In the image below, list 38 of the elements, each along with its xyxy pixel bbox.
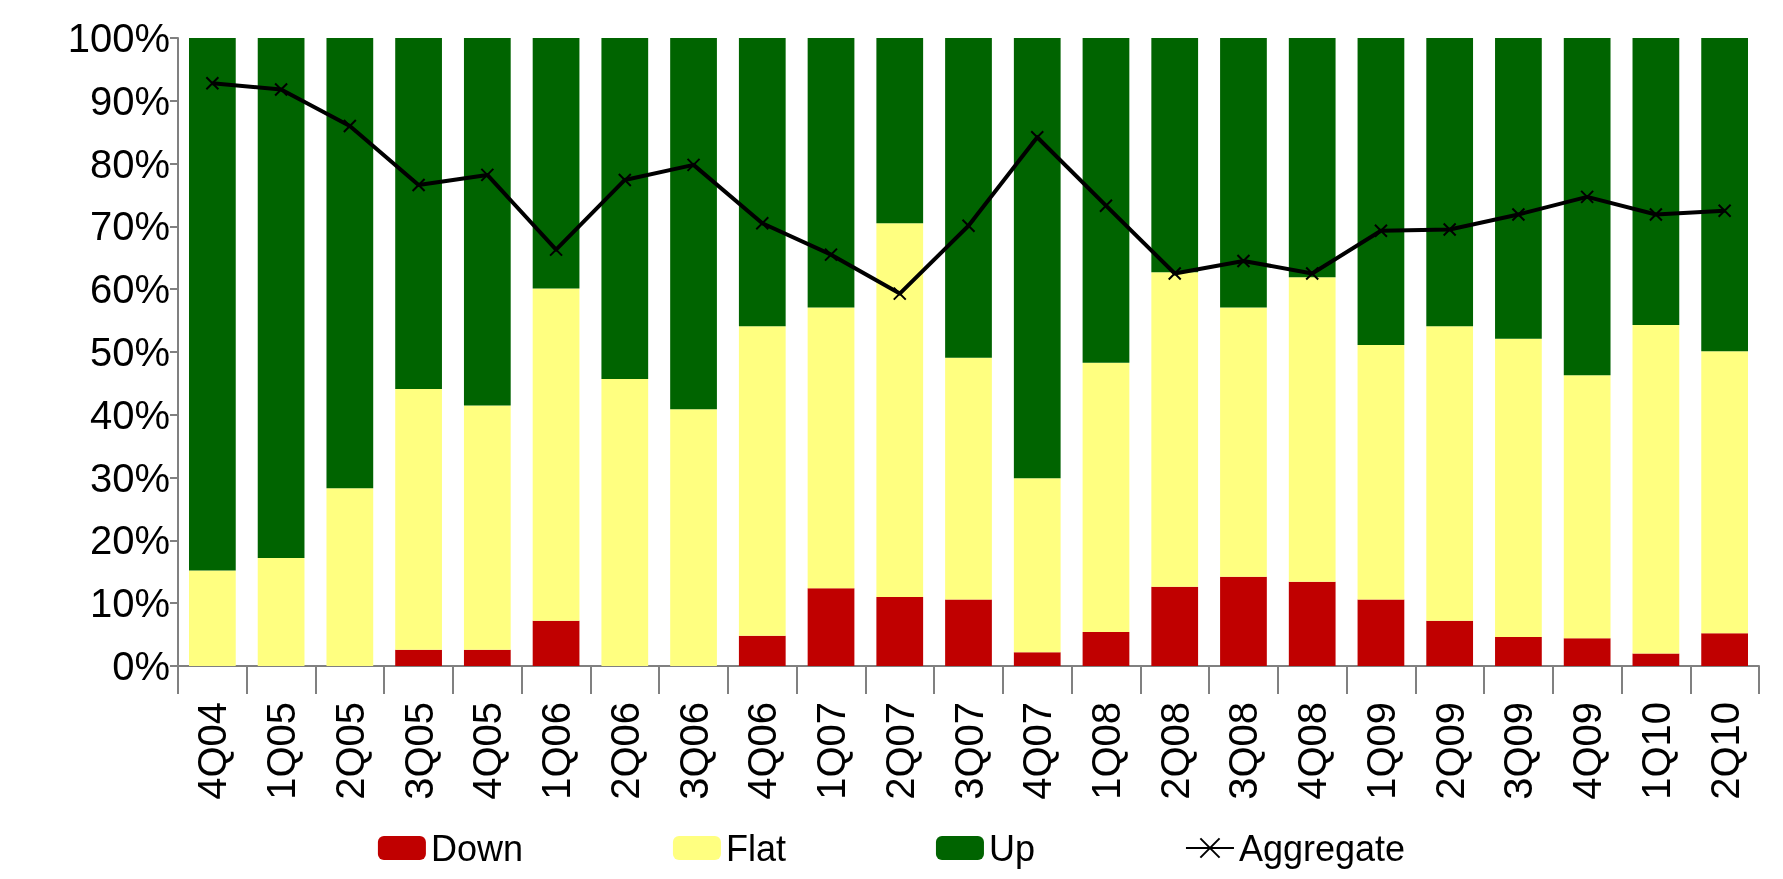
y-tick-label: 50% xyxy=(89,330,170,374)
x-tick-label: 4Q07 xyxy=(1015,702,1060,800)
x-tick-label: 2Q06 xyxy=(602,702,647,800)
y-tick-label: 40% xyxy=(89,392,170,437)
x-tick-label: 2Q08 xyxy=(1152,702,1197,800)
x-tick-label: 3Q08 xyxy=(1221,702,1266,800)
y-tick-label: 90% xyxy=(89,78,170,123)
x-tick-label: 1Q10 xyxy=(1633,702,1678,800)
x-tick-label: 4Q09 xyxy=(1565,702,1610,800)
x-tick-label: 4Q04 xyxy=(190,702,235,800)
y-tick-label: 70% xyxy=(89,204,170,249)
x-tick-label: 4Q05 xyxy=(465,702,510,800)
x-tick-label: 1Q05 xyxy=(259,702,304,800)
x-tick-label: 2Q10 xyxy=(1702,702,1747,800)
y-tick-label: 20% xyxy=(89,518,170,563)
x-tick-label: 2Q05 xyxy=(327,702,372,800)
y-tick-label: 10% xyxy=(89,581,170,626)
y-tick-label: 60% xyxy=(89,267,170,312)
x-tick-label: 3Q07 xyxy=(946,702,991,800)
x-tick-label: 2Q07 xyxy=(877,702,922,800)
x-tick-label: 3Q06 xyxy=(671,702,716,800)
y-tick-label: 100% xyxy=(67,16,170,60)
x-tick-label: 1Q08 xyxy=(1083,702,1128,800)
legend-label: Down xyxy=(430,827,523,869)
x-tick-label: 1Q06 xyxy=(534,702,579,800)
y-tick-label: 30% xyxy=(89,455,170,500)
y-tick-label: 80% xyxy=(89,141,170,186)
x-tick-label: 1Q09 xyxy=(1358,702,1403,800)
y-tick-label: 0% xyxy=(112,644,170,688)
x-tick-label: 3Q05 xyxy=(396,702,441,800)
x-tick-label: 4Q06 xyxy=(740,702,785,800)
x-tick-label: 3Q09 xyxy=(1496,702,1541,800)
x-tick-label: 2Q09 xyxy=(1427,702,1472,800)
legend-label: Up xyxy=(988,827,1035,869)
legend-label: Flat xyxy=(725,827,786,869)
x-tick-label: 1Q07 xyxy=(809,702,854,800)
x-tick-label: 4Q08 xyxy=(1290,702,1335,800)
legend-label: Aggregate xyxy=(1238,827,1406,869)
